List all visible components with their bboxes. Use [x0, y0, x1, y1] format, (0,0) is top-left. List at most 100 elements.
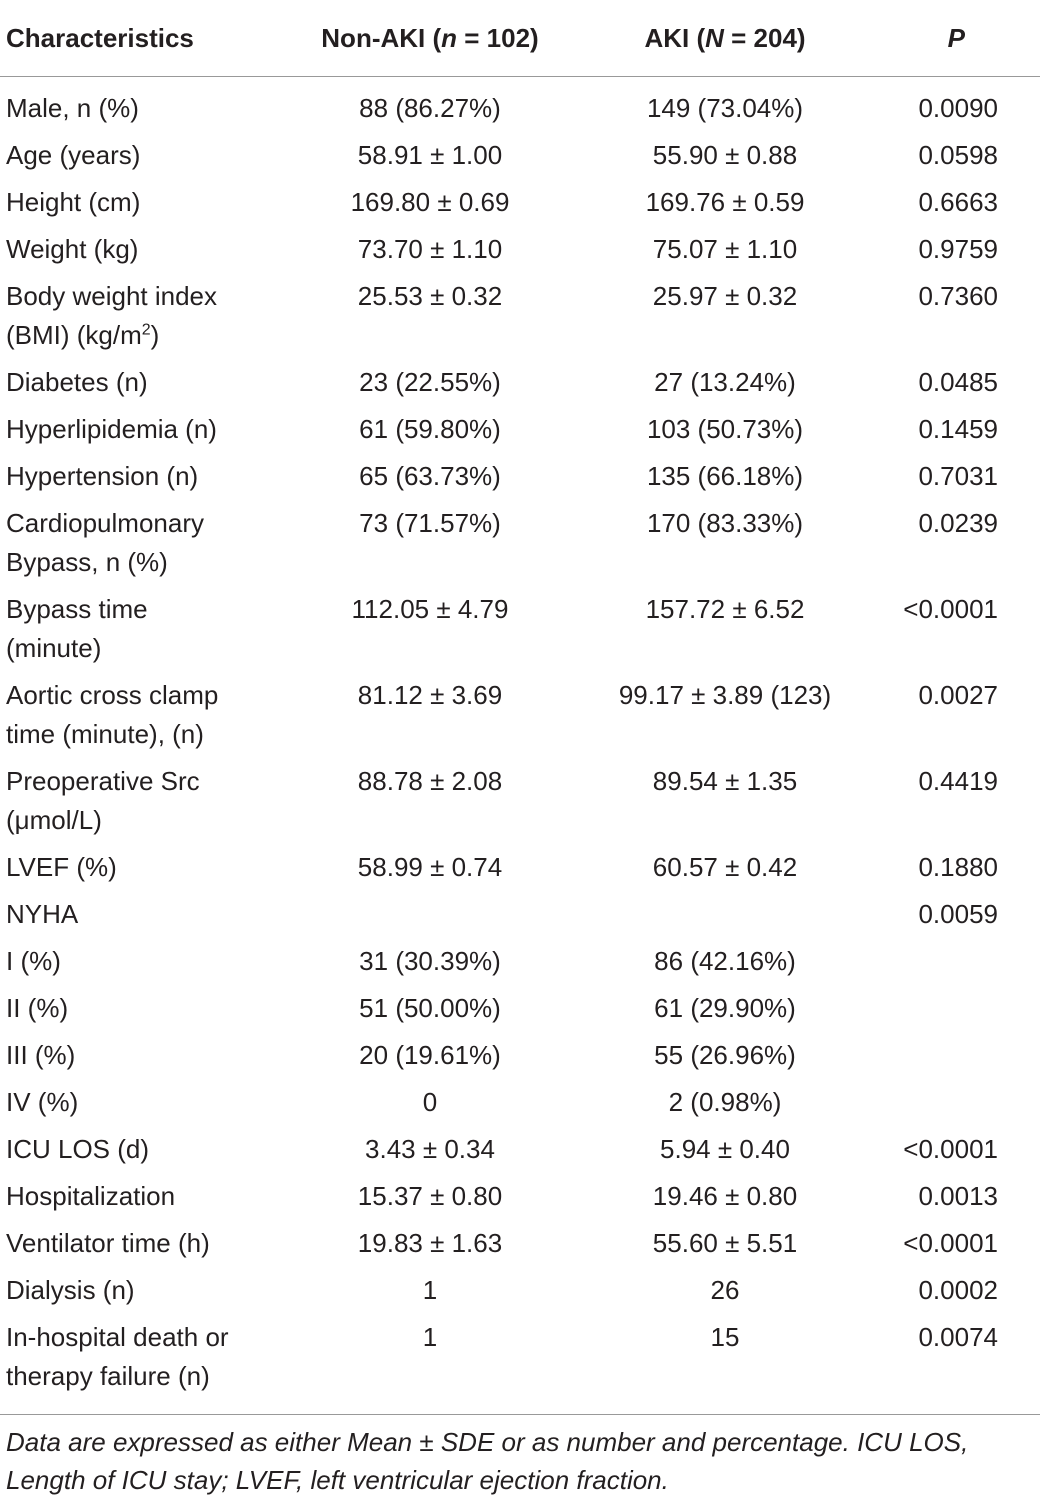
cell: <0.0001	[903, 1228, 998, 1258]
table-row: Diabetes (n) 23 (22.55%) 27 (13.24%) 0.0485	[0, 359, 1040, 406]
cell: 0.7031	[918, 461, 998, 491]
cell: 99.17 ± 3.89 (123)	[618, 680, 832, 710]
cell: <0.0001	[903, 1134, 998, 1164]
cell: 58.99 ± 0.74	[357, 852, 503, 882]
table-row: NYHA 0.0059	[0, 891, 1040, 938]
cell: 26	[710, 1275, 740, 1305]
label-text: In-hospital death or	[6, 1322, 229, 1352]
cell: 1	[422, 1275, 438, 1305]
header-text: N	[705, 22, 724, 53]
cell: 25.97 ± 0.32	[652, 281, 798, 311]
cell: 5.94 ± 0.40	[660, 1134, 790, 1164]
cell: 58.91 ± 1.00	[357, 140, 503, 170]
cell: 0.0027	[918, 680, 998, 710]
cell: 2 (0.98%)	[668, 1087, 782, 1117]
cell: 61 (29.90%)	[654, 993, 796, 1023]
cell: 169.76 ± 0.59	[645, 187, 805, 217]
cell: 0.9759	[918, 234, 998, 264]
cell: 0.7360	[918, 281, 998, 311]
cell: 20 (19.61%)	[359, 1040, 501, 1070]
table-row: Body weight index (BMI) (kg/m2) 25.53 ± 0.…	[0, 273, 1040, 359]
cell: 103 (50.73%)	[646, 414, 804, 444]
table-row: III (%) 20 (19.61%) 55 (26.96%)	[0, 1032, 1040, 1079]
cell: 65 (63.73%)	[359, 461, 501, 491]
row-label: I (%)	[6, 946, 61, 976]
table-row: Hyperlipidemia (n) 61 (59.80%) 103 (50.73%…	[0, 406, 1040, 453]
empty-cell	[870, 1079, 1040, 1126]
table-row: ICU LOS (d) 3.43 ± 0.34 5.94 ± 0.40 <0.0001	[0, 1126, 1040, 1173]
row-label: Hyperlipidemia (n)	[6, 414, 217, 444]
row-label: LVEF (%)	[6, 852, 117, 882]
footnote: Data are expressed as either Mean ± SDE …	[6, 1427, 969, 1495]
cell: 170 (83.33%)	[646, 508, 804, 538]
cell: 0.0239	[918, 508, 998, 538]
cell: 149 (73.04%)	[646, 93, 804, 123]
cell: 89.54 ± 1.35	[652, 766, 798, 796]
cell: 0.0090	[918, 93, 998, 123]
table-row: Weight (kg) 73.70 ± 1.10 75.07 ± 1.10 0.975…	[0, 226, 1040, 273]
row-label: Preoperative Src (μmol/L)	[0, 758, 280, 844]
cell: 0.0485	[918, 367, 998, 397]
row-label: ICU LOS (d)	[6, 1134, 150, 1164]
row-label: Age (years)	[6, 140, 141, 170]
table-row: Dialysis (n) 1 26 0.0002	[0, 1267, 1040, 1314]
cell: 31 (30.39%)	[359, 946, 501, 976]
cell: 0.4419	[918, 766, 998, 796]
table-row: Ventilator time (h) 19.83 ± 1.63 55.60 ± 5…	[0, 1220, 1040, 1267]
cell: 15.37 ± 0.80	[357, 1181, 503, 1211]
label-text: (BMI) (kg/m	[6, 320, 142, 350]
empty-cell	[580, 891, 870, 938]
table-row: In-hospital death or therapy failure (n) 1…	[0, 1314, 1040, 1415]
cell: 0.1459	[918, 414, 998, 444]
cell: 3.43 ± 0.34	[365, 1134, 495, 1164]
cell: 157.72 ± 6.52	[645, 594, 805, 624]
cell: 81.12 ± 3.69	[357, 680, 503, 710]
row-label: III (%)	[6, 1040, 76, 1070]
cell: 55 (26.96%)	[654, 1040, 796, 1070]
table-body: Male, n (%) 88 (86.27%) 149 (73.04%) 0.0090…	[0, 77, 1040, 1415]
cell: 169.80 ± 0.69	[350, 187, 510, 217]
row-label: Cardiopulmonary Bypass, n (%)	[0, 500, 280, 586]
label-text: (minute)	[6, 633, 102, 663]
header-text: n	[441, 22, 458, 53]
row-label: Male, n (%)	[6, 93, 139, 123]
header-cell: Non-AKI (n = 102)	[280, 0, 580, 77]
empty-cell	[280, 891, 580, 938]
header-cell: AKI (N = 204)	[580, 0, 870, 77]
label-text: Body weight index	[6, 281, 218, 311]
empty-cell	[870, 938, 1040, 985]
table-row: Cardiopulmonary Bypass, n (%) 73 (71.57%) 1…	[0, 500, 1040, 586]
table-row: I (%) 31 (30.39%) 86 (42.16%)	[0, 938, 1040, 985]
row-label: Body weight index (BMI) (kg/m2)	[0, 273, 280, 359]
table-row: Bypass time (minute) 112.05 ± 4.79 157.72 ±…	[0, 586, 1040, 672]
table-row: Hospitalization 15.37 ± 0.80 19.46 ± 0.80 0…	[0, 1173, 1040, 1220]
table-row: Height (cm) 169.80 ± 0.69 169.76 ± 0.59 0.6…	[0, 179, 1040, 226]
header-text: = 102)	[457, 22, 539, 53]
cell: 25.53 ± 0.32	[357, 281, 503, 311]
table-row: Male, n (%) 88 (86.27%) 149 (73.04%) 0.0090	[0, 77, 1040, 133]
row-label: Dialysis (n)	[6, 1275, 135, 1305]
cell: 0.0002	[918, 1275, 998, 1305]
table-row: IV (%) 0 2 (0.98%)	[0, 1079, 1040, 1126]
row-label: Aortic cross clamp time (minute), (n)	[0, 672, 280, 758]
row-label: IV (%)	[6, 1087, 79, 1117]
header-row: Characteristics Non-AKI (n = 102) AKI (N =…	[0, 0, 1040, 77]
label-text: (μmol/L)	[6, 805, 102, 835]
row-label: Ventilator time (h)	[6, 1228, 210, 1258]
row-label: Hospitalization	[6, 1181, 176, 1211]
row-label: Bypass time (minute)	[0, 586, 280, 672]
label-text: )	[150, 320, 160, 350]
table-row: Preoperative Src (μmol/L) 88.78 ± 2.08 89.5…	[0, 758, 1040, 844]
label-text: Bypass, n (%)	[6, 547, 168, 577]
header-text: AKI (	[644, 22, 706, 53]
row-label: Weight (kg)	[6, 234, 139, 264]
row-label: Hypertension (n)	[6, 461, 199, 491]
cell: 60.57 ± 0.42	[652, 852, 798, 882]
table-row: II (%) 51 (50.00%) 61 (29.90%)	[0, 985, 1040, 1032]
header-cell: P	[870, 0, 1040, 77]
cell: 19.46 ± 0.80	[652, 1181, 798, 1211]
row-label: Diabetes (n)	[6, 367, 148, 397]
cell: 86 (42.16%)	[654, 946, 796, 976]
label-text: Preoperative Src	[6, 766, 200, 796]
